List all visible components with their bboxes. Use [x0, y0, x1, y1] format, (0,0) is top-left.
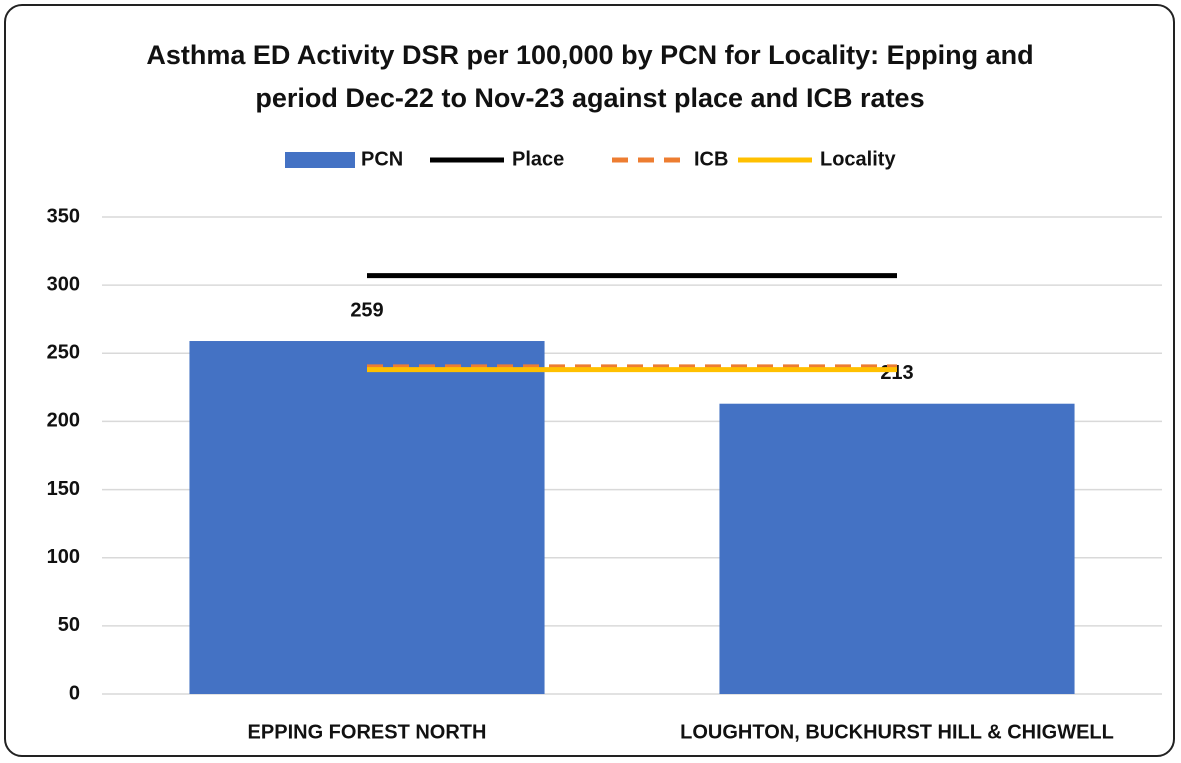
y-tick-label: 350	[47, 205, 80, 227]
y-tick-label: 300	[47, 273, 80, 295]
y-tick-label: 200	[47, 410, 80, 432]
bar	[719, 403, 1075, 694]
bar	[189, 341, 545, 694]
legend-label: Locality	[820, 148, 896, 170]
legend-label: ICB	[694, 148, 728, 170]
legend-swatch	[285, 152, 355, 168]
x-tick-label: EPPING FOREST NORTH	[248, 721, 487, 743]
y-tick-label: 100	[47, 546, 80, 568]
chart-frame	[4, 4, 1175, 757]
y-tick-label: 250	[47, 342, 80, 364]
x-tick-label: LOUGHTON, BUCKHURST HILL & CHIGWELL	[680, 721, 1114, 743]
chart-title: Asthma ED Activity DSR per 100,000 by PC…	[146, 40, 1034, 113]
data-label: 259	[350, 299, 383, 321]
legend-label: Place	[512, 148, 564, 170]
y-tick-label: 0	[69, 682, 80, 704]
legend-label: PCN	[361, 148, 403, 170]
y-tick-label: 50	[58, 614, 80, 636]
y-tick-label: 150	[47, 478, 80, 500]
